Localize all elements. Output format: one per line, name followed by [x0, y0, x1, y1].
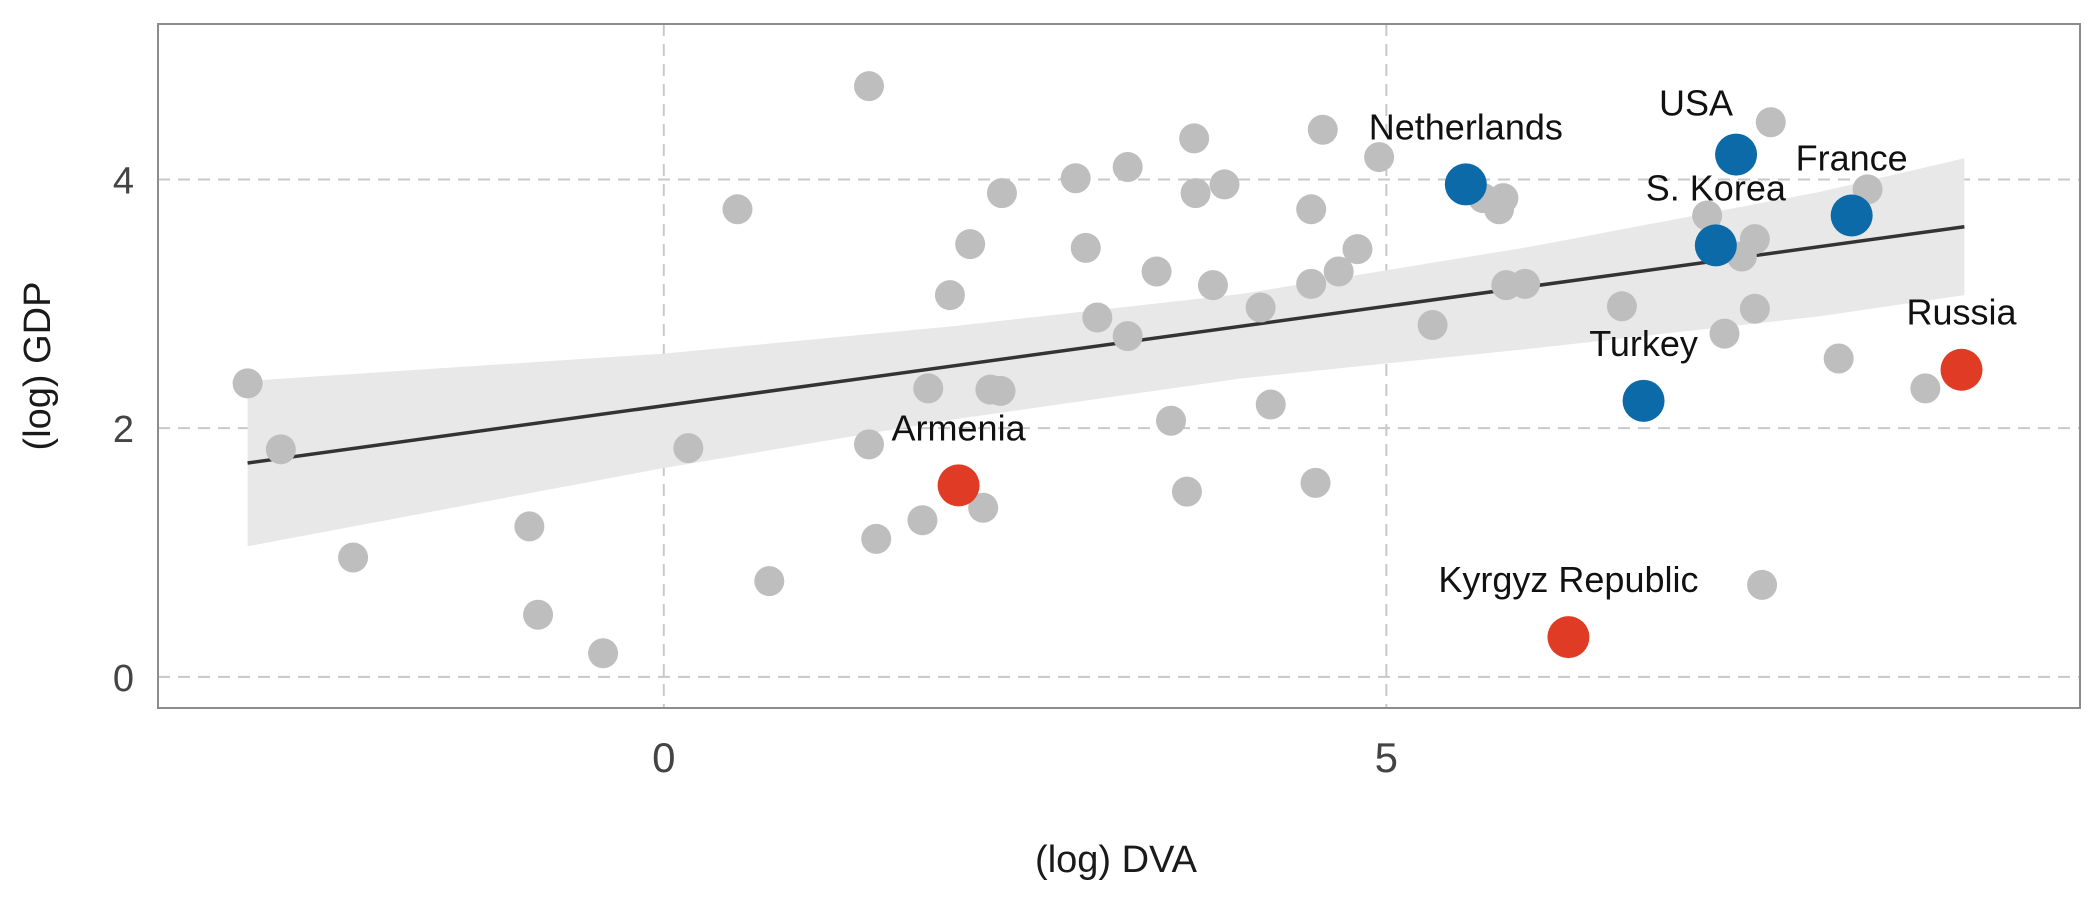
data-point [1179, 123, 1210, 154]
data-point [934, 280, 965, 311]
highlighted-point [1622, 379, 1665, 422]
data-point [523, 599, 554, 630]
data-point [853, 429, 884, 460]
data-point [985, 375, 1016, 406]
x-axis-label: (log) DVA [1035, 839, 1198, 881]
background-points [232, 71, 1941, 669]
data-point [955, 229, 986, 260]
highlighted-point [1694, 224, 1737, 267]
highlighted-point [1830, 194, 1873, 237]
data-point [1510, 268, 1541, 299]
point-label: Turkey [1589, 323, 1698, 364]
data-point [1692, 200, 1723, 231]
highlighted-points [937, 133, 1983, 659]
data-point [232, 368, 263, 399]
point-label: Netherlands [1369, 106, 1563, 147]
data-point [1910, 373, 1941, 404]
data-point [673, 433, 704, 464]
data-point [907, 505, 938, 536]
point-label: France [1796, 138, 1908, 179]
point-label: Kyrgyz Republic [1438, 559, 1698, 600]
trend-line-layer [247, 224, 1965, 465]
plot-frame [157, 23, 2081, 709]
data-point [722, 194, 753, 225]
highlighted-point [1715, 133, 1758, 176]
data-point [1112, 152, 1143, 183]
data-point [1823, 343, 1854, 374]
data-point [1296, 194, 1327, 225]
data-point [1747, 569, 1778, 600]
data-point [588, 638, 619, 669]
data-point [754, 566, 785, 597]
point-label: Armenia [892, 407, 1027, 448]
data-point [1417, 309, 1448, 340]
data-point [1755, 107, 1786, 138]
highlighted-point [1940, 348, 1983, 391]
data-point [1245, 292, 1276, 323]
data-point [1709, 318, 1740, 349]
data-point [1209, 169, 1240, 200]
data-point [1606, 291, 1637, 322]
data-point [1060, 163, 1091, 194]
data-point [1364, 142, 1395, 173]
data-point [968, 492, 999, 523]
data-point [913, 373, 944, 404]
data-point [1197, 270, 1228, 301]
point-label: USA [1659, 83, 1733, 124]
x-tick-label: 5 [1375, 734, 1398, 781]
data-point [1488, 183, 1519, 214]
data-point [986, 178, 1017, 209]
data-point [861, 523, 892, 554]
data-point [1180, 178, 1211, 209]
highlighted-point [1547, 616, 1590, 659]
data-point [1300, 467, 1331, 498]
y-axis-label: (log) GDP [17, 282, 59, 451]
data-point [853, 71, 884, 102]
data-point [1112, 321, 1143, 352]
data-point [1141, 256, 1172, 287]
highlighted-point [1444, 163, 1487, 206]
data-point [1739, 224, 1770, 255]
y-tick-label: 4 [113, 160, 134, 202]
x-tick-label: 0 [652, 734, 675, 781]
point-label: Russia [1906, 292, 2017, 333]
data-point [1082, 302, 1113, 333]
data-point [1171, 476, 1202, 507]
data-point [265, 434, 296, 465]
data-point [1255, 389, 1286, 420]
data-point [1070, 232, 1101, 263]
tick-labels: 0 5 0 2 4 [113, 160, 1398, 781]
highlighted-point [937, 464, 980, 507]
data-point [1342, 234, 1373, 265]
data-point [1739, 293, 1770, 324]
data-point [1156, 405, 1187, 436]
data-point [338, 542, 369, 573]
data-point [1296, 268, 1327, 299]
point-label: S. Korea [1646, 167, 1787, 208]
trend-line [247, 224, 1965, 465]
y-tick-label: 0 [113, 658, 134, 700]
data-point [1323, 256, 1354, 287]
data-point [1307, 114, 1338, 145]
y-tick-label: 2 [113, 409, 134, 451]
data-point [514, 511, 545, 542]
